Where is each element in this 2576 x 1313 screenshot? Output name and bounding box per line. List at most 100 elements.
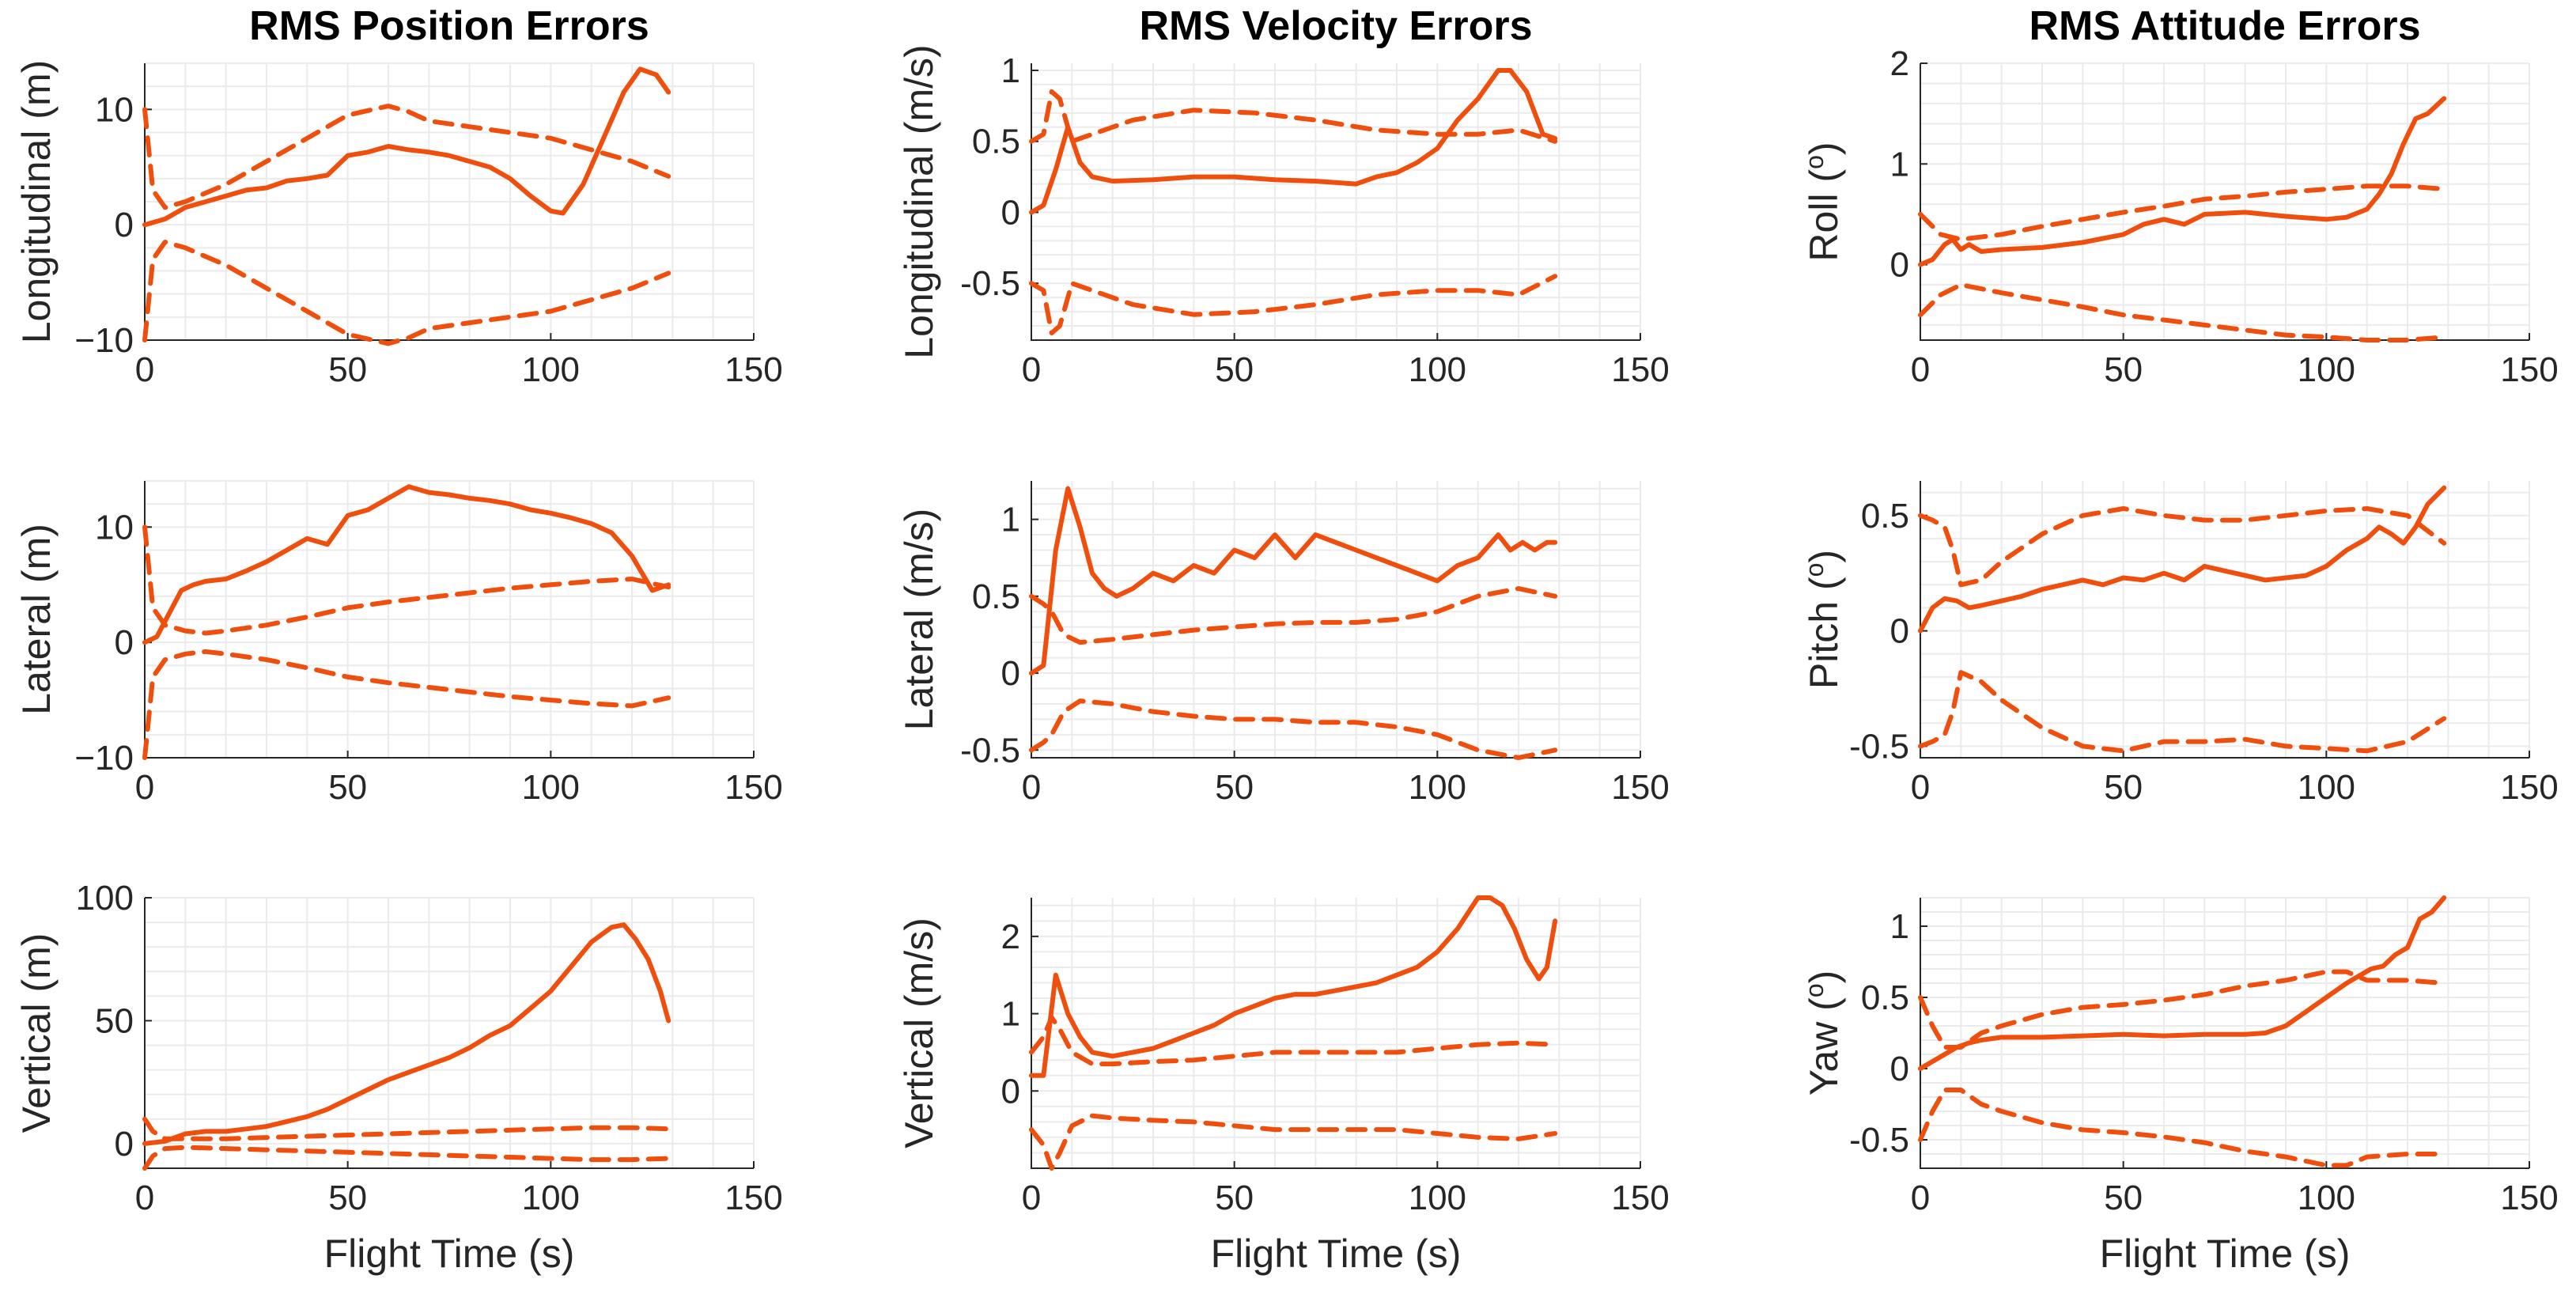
x-tick-label: 0	[135, 350, 154, 389]
upper-sigma-line	[142, 1116, 671, 1141]
panel-vel-long: 0 50 100 150 -0.5 0 0.5 1 Longitudinal (m/s) RMS …	[897, 3, 1670, 389]
x-tick-label: 50	[2104, 350, 2143, 389]
x-tick-label: 150	[2500, 1179, 2558, 1217]
y-axis-label: Roll (o)	[1800, 142, 1846, 261]
rms-error-line	[1918, 485, 2447, 634]
y-tick-label: 1	[1001, 995, 1020, 1034]
x-tick-label: 150	[724, 1179, 782, 1217]
y-tick-label: 100	[76, 879, 134, 918]
y-tick-label: −10	[74, 321, 134, 360]
rms-error-line	[1029, 895, 1558, 1078]
y-tick-label: 0	[1890, 246, 1909, 285]
x-tick-label: 0	[1022, 768, 1041, 807]
x-tick-label: 100	[1409, 768, 1466, 807]
x-tick-label: 0	[135, 768, 154, 807]
x-tick-label: 100	[1409, 1179, 1466, 1217]
y-tick-label: 1	[1890, 907, 1909, 946]
upper-sigma-line	[1918, 969, 2447, 1050]
x-tick-label: 150	[1611, 350, 1669, 389]
grid	[1031, 481, 1641, 758]
axes-frame	[1031, 481, 1640, 759]
panel-title: RMS Position Errors	[249, 3, 649, 49]
y-tick-label: 0	[1001, 1072, 1020, 1111]
y-axis-label: Longitudinal (m)	[14, 60, 59, 344]
y-axis-label: Vertical (m/s)	[897, 918, 941, 1148]
y-axis-label: Lateral (m)	[14, 524, 59, 715]
y-axis-label: Yaw (o)	[1800, 971, 1846, 1096]
x-axis-label: Flight Time (s)	[324, 1232, 575, 1276]
x-tick-label: 100	[2298, 768, 2355, 807]
x-tick-label: 50	[328, 1179, 367, 1217]
x-tick-label: 150	[2500, 350, 2558, 389]
upper-sigma-line	[1029, 586, 1558, 645]
lower-sigma-line	[1918, 670, 2447, 754]
y-tick-label: 0.5	[1861, 978, 1909, 1017]
y-tick-label: 1	[1001, 501, 1020, 539]
upper-sigma-line	[142, 104, 671, 210]
x-tick-label: 0	[1911, 350, 1930, 389]
x-tick-label: 150	[1611, 768, 1669, 807]
x-tick-label: 50	[328, 768, 367, 807]
y-tick-label: 2	[1001, 918, 1020, 956]
y-tick-label: 0.5	[972, 123, 1020, 161]
x-tick-label: 150	[2500, 768, 2558, 807]
y-axis-label: Pitch (o)	[1800, 550, 1846, 689]
upper-sigma-line	[142, 524, 671, 636]
x-tick-label: 0	[1022, 1179, 1041, 1217]
y-axis-label: Lateral (m/s)	[897, 509, 941, 731]
y-tick-label: 0	[115, 623, 134, 662]
lower-sigma-line	[1029, 1113, 1558, 1171]
y-tick-label: -0.5	[1849, 1121, 1909, 1160]
x-axis-label: Flight Time (s)	[2100, 1232, 2351, 1276]
rms-error-line	[142, 66, 671, 228]
upper-sigma-line	[1918, 506, 2447, 588]
rms-error-line	[142, 922, 671, 1146]
y-tick-label: −10	[74, 739, 134, 778]
y-tick-label: 0	[115, 1125, 134, 1164]
upper-sigma-line	[1029, 1015, 1558, 1067]
y-tick-label: 0	[1001, 654, 1020, 693]
axes-frame	[1031, 63, 1640, 341]
panel-title: RMS Velocity Errors	[1139, 3, 1532, 49]
grid	[1031, 63, 1641, 341]
degree-unit: o	[1800, 155, 1829, 169]
y-tick-label: -0.5	[960, 731, 1020, 770]
ylabel-close-paren: )	[1802, 550, 1846, 563]
lower-sigma-line	[1918, 1088, 2447, 1168]
lower-sigma-line	[1029, 274, 1558, 335]
y-tick-label: 1	[1890, 145, 1909, 184]
panel-pos-vert: 0 50 100 150 0 50 100 Vertical (m) Flight Time (…	[14, 879, 783, 1276]
grid	[1920, 481, 2530, 758]
upper-sigma-line	[1918, 184, 2447, 242]
y-tick-label: 1	[1001, 51, 1020, 90]
x-tick-label: 0	[1911, 768, 1930, 807]
x-tick-label: 0	[1911, 1179, 1930, 1217]
ylabel-close-paren: )	[1802, 142, 1846, 155]
y-tick-label: 50	[95, 1001, 134, 1040]
ylabel-close-paren: )	[1802, 971, 1846, 984]
y-tick-label: 0	[115, 206, 134, 244]
panel-vel-vert: 0 50 100 150 0 1 2 Vertical (m/s) Flight Time (s…	[897, 895, 1670, 1276]
y-tick-label: 0.5	[972, 577, 1020, 616]
x-tick-label: 0	[135, 1179, 154, 1217]
x-tick-label: 100	[522, 768, 580, 807]
lower-sigma-line	[142, 1145, 671, 1171]
lower-sigma-line	[1029, 698, 1558, 760]
grid	[144, 480, 755, 759]
y-axis-label: Longitudinal (m/s)	[897, 44, 941, 358]
x-tick-label: 150	[724, 350, 782, 389]
x-tick-label: 50	[1215, 1179, 1254, 1217]
panel-att-roll: 0 50 100 150 0 1 2 Roll (o) RMS Attitude Errors	[1800, 3, 2559, 389]
y-tick-label: 2	[1890, 44, 1909, 83]
degree-unit: o	[1800, 983, 1829, 997]
x-tick-label: 50	[1215, 768, 1254, 807]
x-tick-label: 50	[2104, 1179, 2143, 1217]
upper-sigma-line	[1029, 89, 1558, 144]
x-tick-label: 50	[328, 350, 367, 389]
y-tick-label: 10	[95, 90, 134, 129]
x-tick-label: 150	[724, 768, 782, 807]
rms-error-line	[1029, 68, 1558, 215]
